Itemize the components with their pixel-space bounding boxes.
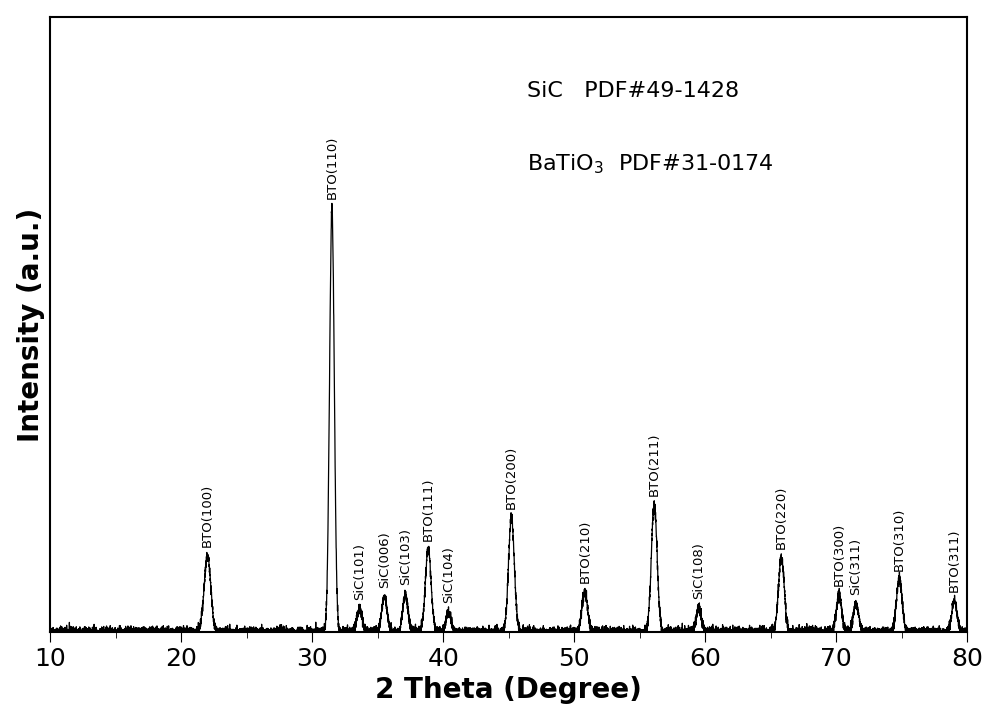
Text: BTO(311): BTO(311) [948,528,961,592]
Text: SiC(006): SiC(006) [378,531,391,588]
Text: SiC(108): SiC(108) [692,542,705,599]
Y-axis label: Intensity (a.u.): Intensity (a.u.) [17,208,45,441]
Text: SiC(101): SiC(101) [353,544,366,601]
Text: BTO(100): BTO(100) [201,484,214,547]
Text: SiC(103): SiC(103) [399,528,412,585]
Text: BTO(220): BTO(220) [775,486,788,549]
Text: BTO(200): BTO(200) [505,446,518,509]
Text: SiC   PDF#49-1428: SiC PDF#49-1428 [527,81,739,100]
Text: BTO(300): BTO(300) [832,523,845,586]
Text: SiC(104): SiC(104) [442,547,455,603]
X-axis label: 2 Theta (Degree): 2 Theta (Degree) [375,676,642,704]
Text: BTO(111): BTO(111) [422,477,435,541]
Text: SiC(311): SiC(311) [850,538,863,595]
Text: BaTiO$_3$  PDF#31-0174: BaTiO$_3$ PDF#31-0174 [527,153,774,176]
Text: BTO(211): BTO(211) [648,433,661,496]
Text: BTO(210): BTO(210) [578,520,591,583]
Text: BTO(110): BTO(110) [325,136,338,199]
Text: BTO(310): BTO(310) [893,508,906,570]
